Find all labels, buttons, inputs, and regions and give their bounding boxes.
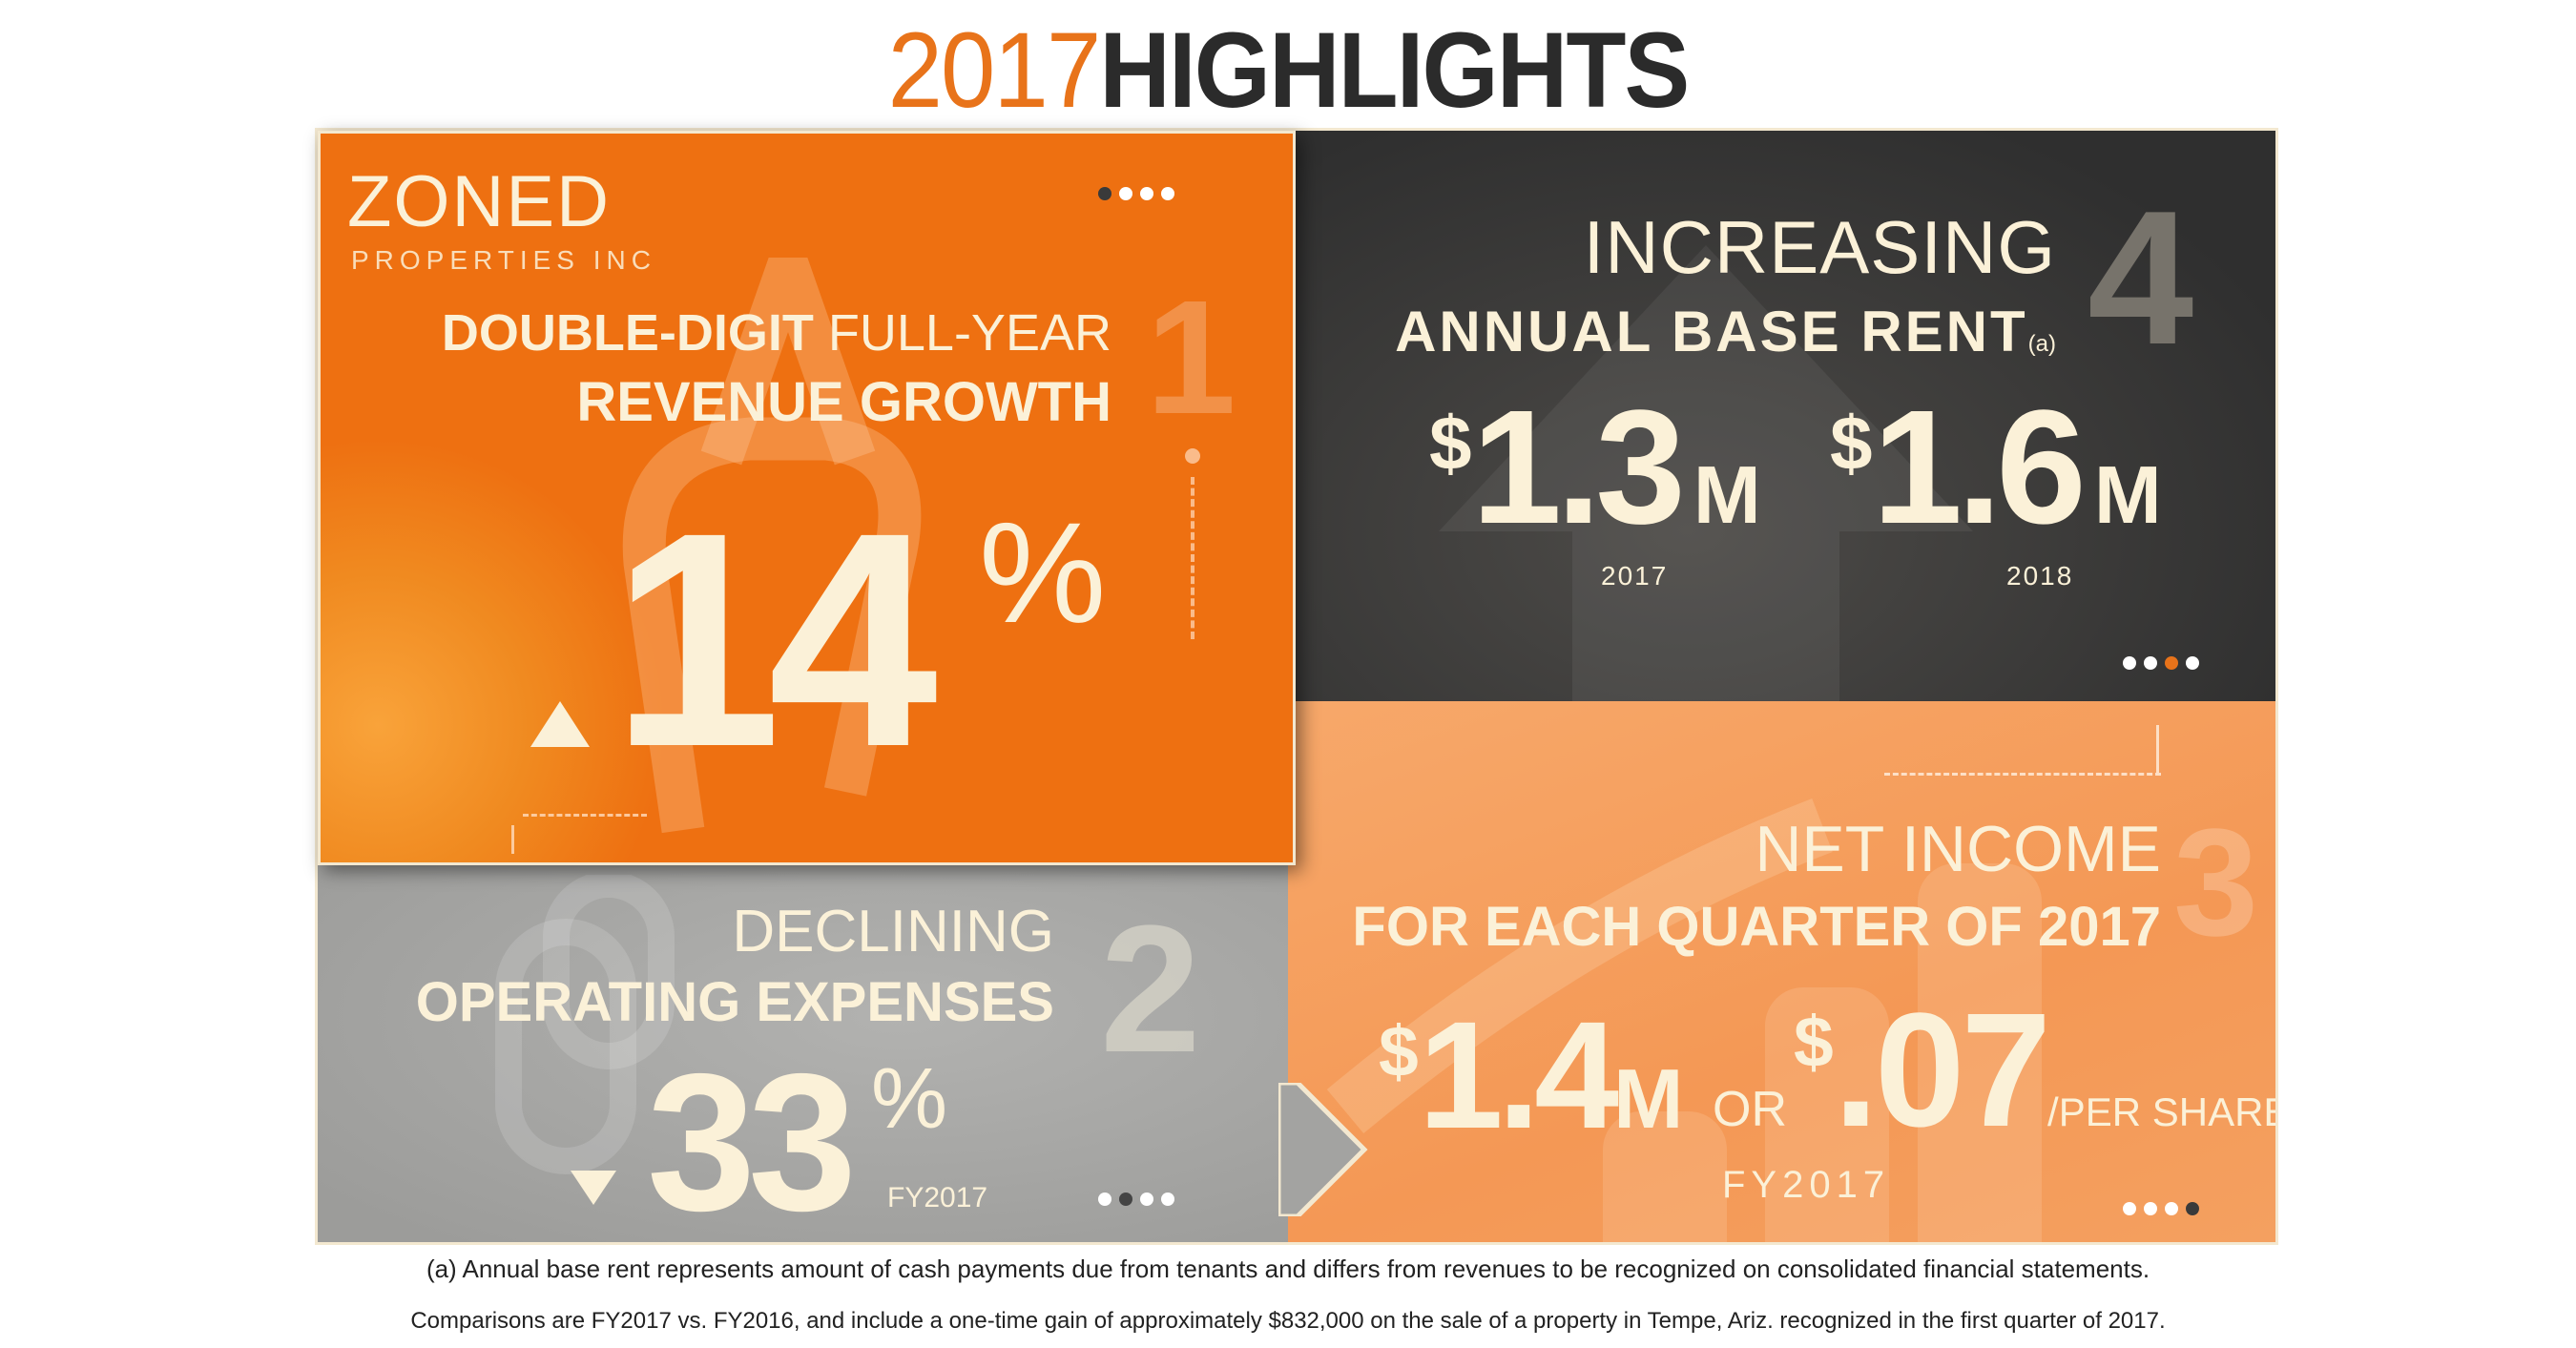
heading-line2: ANNUAL BASE RENT(a) <box>1395 301 2056 363</box>
dot[interactable] <box>2165 1202 2178 1215</box>
dot[interactable] <box>2144 1202 2157 1215</box>
arrow-up-background-icon <box>1439 245 1973 703</box>
arrow-up-icon <box>2156 725 2159 773</box>
dot[interactable] <box>1161 187 1174 200</box>
year-label-2017: 2017 <box>1601 561 1669 591</box>
dot-active[interactable] <box>1098 187 1111 200</box>
dot[interactable] <box>1119 187 1132 200</box>
heading-line2: FOR EACH QUARTER OF 2017 <box>1352 896 2161 958</box>
panel-pointer-arrow <box>1278 1083 1368 1216</box>
unit: /PER SHARE <box>2047 1089 2275 1134</box>
heading-line2-text: ANNUAL BASE RENT <box>1395 300 2028 363</box>
dashed-connector <box>1191 477 1195 639</box>
title-year: 2017 <box>887 10 1102 130</box>
period-label: FY2017 <box>887 1182 988 1213</box>
amount: 1.6 <box>1872 377 2087 558</box>
panel-revenue-growth: ZONED PROPERTIES INC 1 DOUBLE-DIGIT FULL… <box>318 131 1296 865</box>
or-label: OR <box>1713 1082 1787 1137</box>
heading-light: FULL-YEAR <box>827 304 1111 362</box>
logo-subtitle: PROPERTIES INC <box>351 245 656 275</box>
panel-number: 4 <box>2088 172 2194 384</box>
panel-number: 2 <box>1100 888 1201 1090</box>
currency: $ <box>1429 401 1472 486</box>
currency: $ <box>1830 401 1873 486</box>
heading-line1: INCREASING <box>1583 205 2056 289</box>
rent-value-2017: $1.3 M <box>1429 386 1761 549</box>
amount: 1.4 <box>1418 989 1619 1160</box>
heading-line1: DECLINING <box>732 899 1054 964</box>
net-income-amount: $1.4M <box>1379 999 1683 1151</box>
dot-active[interactable] <box>1119 1192 1132 1206</box>
triangle-up-icon <box>530 701 590 747</box>
percent-sign: % <box>979 492 1107 653</box>
triangle-down-icon <box>571 1171 616 1205</box>
dot-active[interactable] <box>2186 1202 2199 1215</box>
footnote-a: (a) Annual base rent represents amount o… <box>426 1255 2150 1283</box>
dot[interactable] <box>2144 656 2157 670</box>
rent-value-2018: $1.6 M <box>1830 386 2162 549</box>
heading-line1: DOUBLE-DIGIT FULL-YEAR <box>441 304 1111 362</box>
dot[interactable] <box>2186 656 2199 670</box>
currency: $ <box>1379 1011 1419 1091</box>
year-label-2018: 2018 <box>2006 561 2074 591</box>
dashed-connector-bottom <box>523 814 647 817</box>
revenue-growth-value: 14 <box>612 468 938 810</box>
pager-dots[interactable] <box>2123 1202 2199 1215</box>
panel-annual-base-rent: INCREASING ANNUAL BASE RENT(a) 4 $1.3 M 2… <box>1296 131 2275 703</box>
pager-dots[interactable] <box>2123 656 2199 670</box>
unit: M <box>1693 450 1761 541</box>
arrow-down-icon <box>511 825 514 854</box>
amount: .07 <box>1833 980 2051 1161</box>
title-word: HIGHLIGHTS <box>1099 10 1690 130</box>
percent-sign: % <box>871 1051 948 1147</box>
dot[interactable] <box>1140 1192 1153 1206</box>
pager-dots[interactable] <box>1098 187 1174 200</box>
panel-number: 1 <box>1146 267 1236 448</box>
footnote-comparisons: Comparisons are FY2017 vs. FY2016, and i… <box>410 1308 2166 1334</box>
chain-link-background-icon <box>495 875 675 1174</box>
per-share-amount: $.07/PER SHARE <box>1794 989 2275 1151</box>
dot[interactable] <box>1140 187 1153 200</box>
logo-zoned: ZONED <box>347 161 611 242</box>
expense-change-value: 33 <box>647 1033 857 1252</box>
panel-net-income: 3 NET INCOME FOR EACH QUARTER OF 2017 $1… <box>1288 701 2275 1242</box>
panel-number: 3 <box>2173 797 2258 967</box>
connector-dot <box>1185 448 1200 464</box>
amount: 1.3 <box>1471 377 1686 558</box>
heading-line1: NET INCOME <box>1755 813 2161 885</box>
pager-dots[interactable] <box>1098 1192 1174 1206</box>
dot[interactable] <box>1098 1192 1111 1206</box>
chart-arrow-background-icon <box>1326 798 2042 1242</box>
period-label: FY2017 <box>1722 1164 1891 1206</box>
heading-bold: DOUBLE-DIGIT <box>441 304 814 362</box>
heading-line2: OPERATING EXPENSES <box>415 971 1054 1033</box>
page-title: 2017HIGHLIGHTS <box>103 17 2473 124</box>
currency: $ <box>1794 1002 1834 1082</box>
dot[interactable] <box>2123 656 2136 670</box>
heading-line2: REVENUE GROWTH <box>576 371 1111 433</box>
unit: M <box>1613 1051 1684 1146</box>
dot[interactable] <box>2123 1202 2136 1215</box>
panel-operating-expenses: DECLINING OPERATING EXPENSES 2 33 % FY20… <box>318 865 1288 1242</box>
arrow-chain-background-icon <box>622 258 922 834</box>
dot[interactable] <box>1161 1192 1174 1206</box>
dashed-connector <box>1884 773 2161 776</box>
footnote-ref: (a) <box>2027 331 2056 357</box>
unit: M <box>2093 450 2162 541</box>
dot-active[interactable] <box>2165 656 2178 670</box>
